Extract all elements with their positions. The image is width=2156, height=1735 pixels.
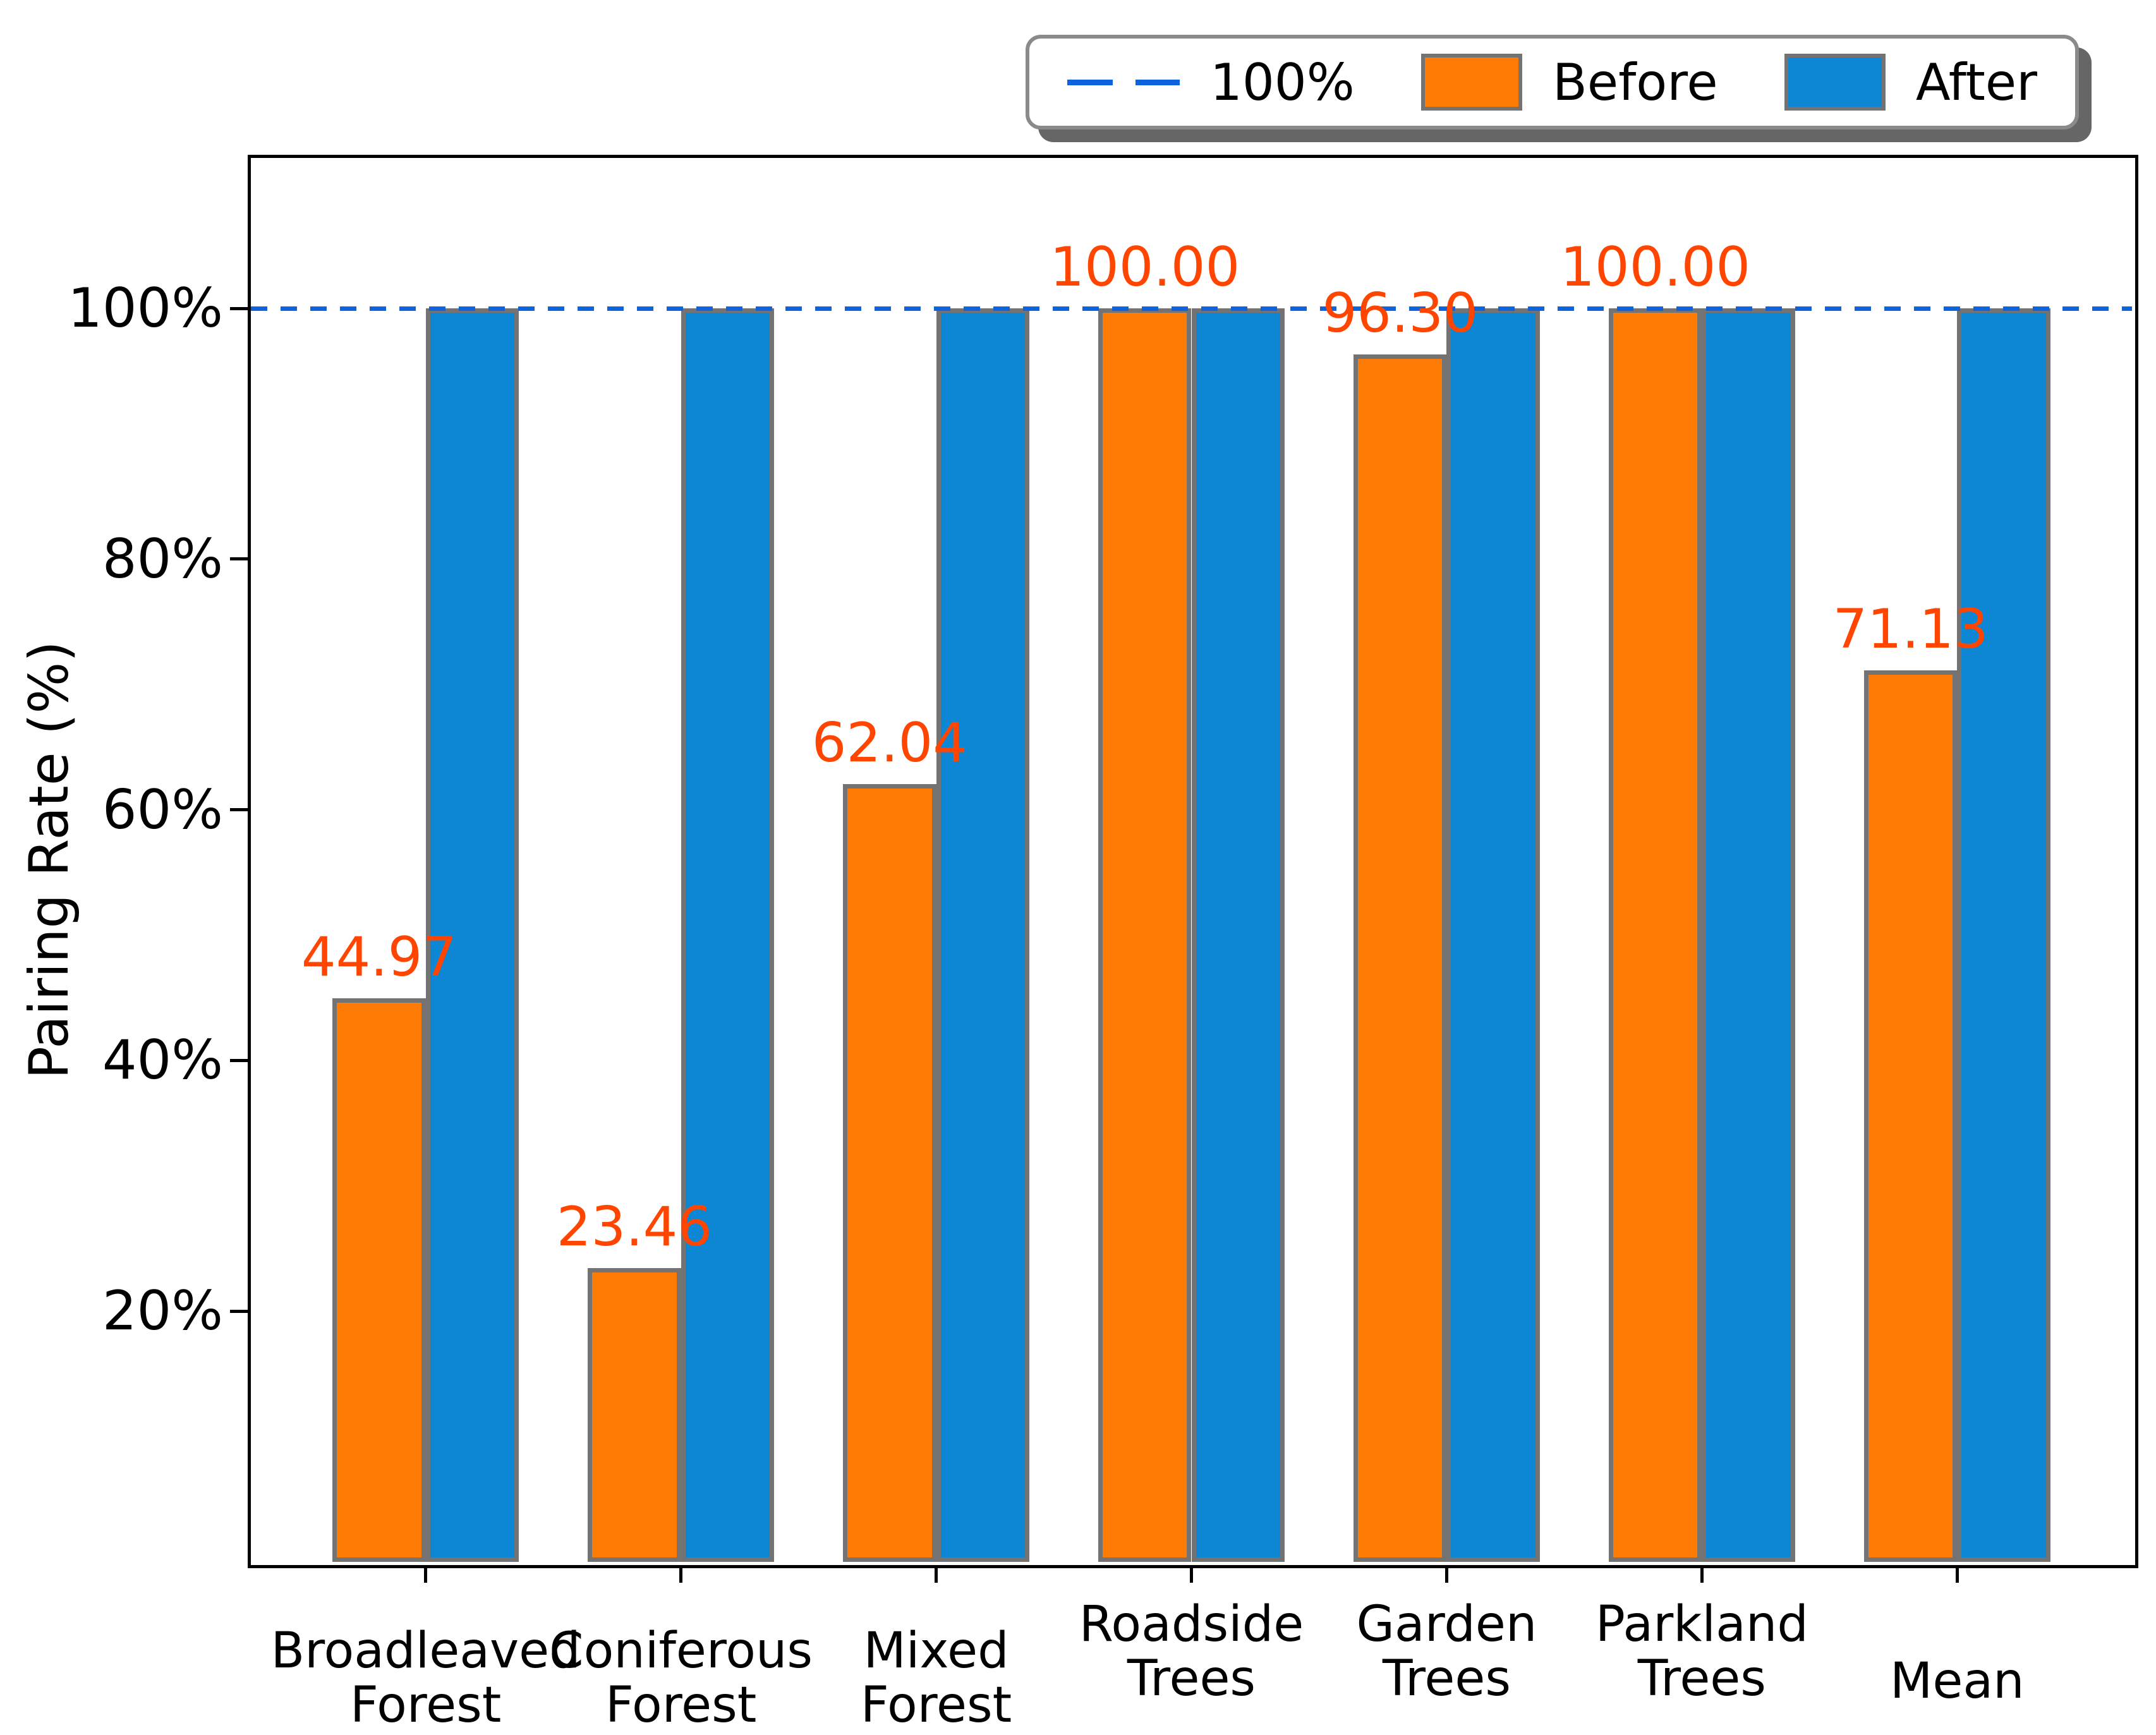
- x-tick-label: Parkland Trees: [1595, 1596, 1808, 1707]
- legend-label-100: 100%: [1210, 52, 1355, 112]
- bar-after: [1957, 308, 2050, 1562]
- bar-value-label: 100.00: [1560, 236, 1751, 299]
- bar-after: [1702, 308, 1795, 1562]
- bar-before: [1608, 308, 1702, 1562]
- legend-item-reference-line: 100%: [1067, 53, 1355, 112]
- x-tick-mark: [1700, 1565, 1704, 1583]
- legend-item-after: After: [1784, 53, 2037, 112]
- y-tick-mark: [230, 1309, 249, 1313]
- x-tick-label: Broadleaved Forest: [270, 1623, 581, 1734]
- bar-after: [1191, 308, 1285, 1562]
- bar-before: [1098, 308, 1192, 1562]
- bar-before: [843, 784, 936, 1562]
- y-axis-label: Pairing Rate (%): [18, 641, 81, 1079]
- bar-value-label: 96.30: [1322, 282, 1478, 346]
- legend-label-after: After: [1915, 52, 2037, 112]
- y-tick-mark: [230, 1058, 249, 1062]
- bar-before: [1863, 670, 1958, 1562]
- x-tick-mark: [1444, 1565, 1448, 1583]
- bar-before: [588, 1267, 681, 1562]
- bar-value-label: 100.00: [1050, 236, 1240, 299]
- x-tick-label: Roadside Trees: [1079, 1596, 1304, 1707]
- x-tick-mark: [1955, 1565, 1959, 1583]
- reference-dashed-line: [251, 306, 2132, 311]
- bar-before: [332, 998, 426, 1562]
- y-tick-mark: [230, 557, 249, 561]
- y-tick-mark: [230, 306, 249, 310]
- bar-before: [1353, 354, 1447, 1562]
- y-tick-label: 20%: [102, 1279, 223, 1343]
- y-tick-label: 40%: [102, 1029, 223, 1092]
- y-tick-label: 80%: [102, 527, 223, 591]
- legend-item-before: Before: [1421, 53, 1718, 112]
- bar-after: [936, 308, 1029, 1562]
- x-tick-label: Mixed Forest: [860, 1623, 1012, 1734]
- bar-value-label: 62.04: [811, 711, 967, 775]
- bar-value-label: 71.13: [1832, 597, 1989, 661]
- dashed-line-icon: [1067, 79, 1180, 85]
- after-swatch-icon: [1784, 54, 1886, 111]
- x-tick-mark: [424, 1565, 428, 1583]
- bar-after: [425, 308, 519, 1562]
- y-tick-mark: [230, 808, 249, 812]
- x-tick-label: Mean: [1890, 1653, 2025, 1710]
- before-swatch-icon: [1421, 54, 1523, 111]
- x-tick-mark: [679, 1565, 683, 1583]
- y-tick-label: 60%: [102, 778, 223, 842]
- x-tick-mark: [935, 1565, 938, 1583]
- bar-after: [681, 308, 775, 1562]
- legend: 100% Before After: [1026, 35, 2079, 130]
- bar-after: [1446, 308, 1540, 1562]
- legend-label-before: Before: [1553, 52, 1718, 112]
- x-tick-label: Coniferous Forest: [549, 1623, 813, 1734]
- bar-value-label: 44.97: [301, 925, 457, 989]
- x-tick-mark: [1190, 1565, 1193, 1583]
- bar-value-label: 23.46: [556, 1195, 712, 1259]
- x-tick-label: Garden Trees: [1356, 1596, 1537, 1707]
- y-tick-label: 100%: [68, 277, 223, 341]
